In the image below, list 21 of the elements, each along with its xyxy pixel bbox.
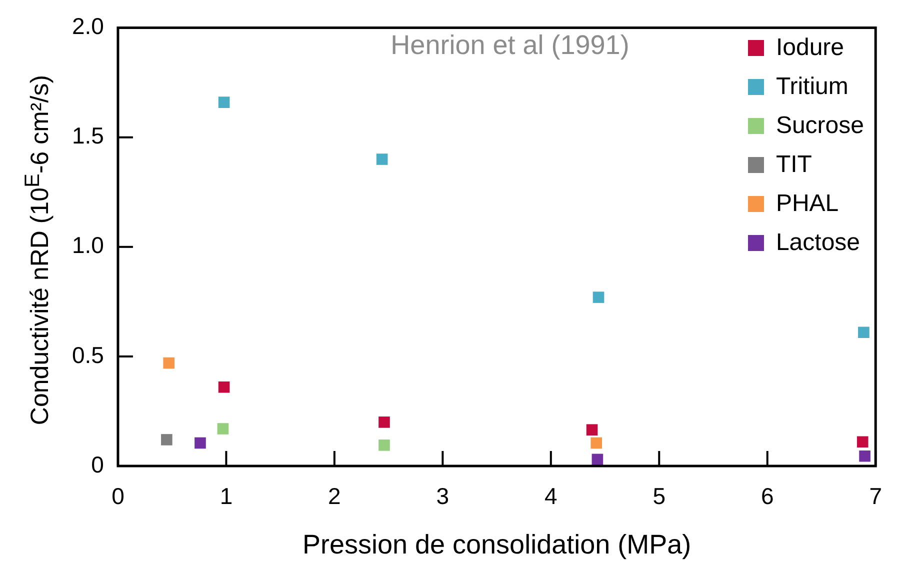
legend-label: Sucrose — [776, 112, 864, 140]
y-tick-label: 0 — [91, 451, 104, 478]
y-tick-label: 0.5 — [72, 342, 104, 368]
x-tick-label: 2 — [328, 483, 341, 510]
x-tick-label: 1 — [220, 483, 233, 510]
x-tick-label: 6 — [760, 483, 774, 510]
legend-label: Lactose — [776, 228, 860, 256]
x-tick-label: 7 — [869, 483, 882, 510]
annotation: Henrion et al (1991) — [390, 30, 630, 61]
x-tick-label: 5 — [652, 483, 666, 510]
x-tick-label: 3 — [436, 483, 450, 510]
y-tick-label: 1.0 — [72, 232, 104, 258]
legend-label: PHAL — [776, 190, 839, 218]
x-axis-title: Pression de consolidation (MPa) — [302, 529, 692, 560]
legend-label: Tritium — [776, 72, 848, 100]
legend-label: TIT — [776, 150, 812, 178]
y-tick-label: 2.0 — [72, 13, 104, 40]
y-tick-label: 1.5 — [72, 122, 104, 149]
x-tick-label: 4 — [544, 483, 558, 510]
x-tick-label: 0 — [112, 483, 124, 510]
legend-label: Iodure — [776, 34, 844, 62]
